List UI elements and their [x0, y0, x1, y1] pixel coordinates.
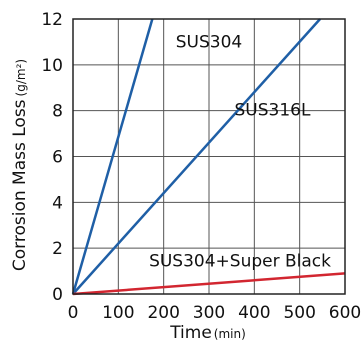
y-tick-label: 8: [52, 102, 63, 122]
plot-frame: [72, 18, 346, 295]
y-tick-label: 6: [52, 148, 63, 168]
series-line-0: [71, 18, 154, 295]
y-tick-label: 10: [41, 56, 63, 76]
x-tick-label: 500: [283, 303, 315, 323]
x-axis-title: Time (min): [169, 323, 246, 343]
x-axis-title-text: Time: [169, 323, 212, 343]
x-tick-label: 300: [193, 303, 225, 323]
series-label-2: SUS304+Super Black: [149, 252, 331, 272]
y-tick-label: 0: [52, 285, 63, 305]
series-lines: [71, 18, 346, 296]
x-tick-label: 200: [147, 303, 179, 323]
y-axis-title: Corrosion Mass Loss(g/m²): [10, 59, 30, 271]
x-tick-label: 600: [329, 303, 361, 323]
grid: [73, 19, 345, 294]
x-tick-labels: 0 100 200 300 400 500 600: [68, 303, 362, 323]
series-label-0: SUS304: [176, 33, 242, 53]
series-line-2: [72, 272, 346, 296]
y-axis-unit: g/m²: [14, 63, 28, 91]
x-tick-label: 100: [102, 303, 134, 323]
x-tick-label: 400: [238, 303, 270, 323]
series-labels: SUS304 SUS316L SUS304+Super Black: [149, 33, 331, 272]
series-label-1: SUS316L: [234, 100, 310, 120]
y-axis-title-text: Corrosion Mass Loss: [10, 99, 30, 271]
y-tick-labels: 0 2 4 6 8 10 12: [41, 10, 63, 305]
x-tick-label: 0: [68, 303, 79, 323]
series-line-1: [72, 18, 321, 295]
y-tick-label: 2: [52, 239, 63, 259]
y-tick-label: 4: [52, 193, 63, 213]
y-tick-label: 12: [41, 10, 63, 30]
x-axis-unit: min: [218, 327, 241, 341]
